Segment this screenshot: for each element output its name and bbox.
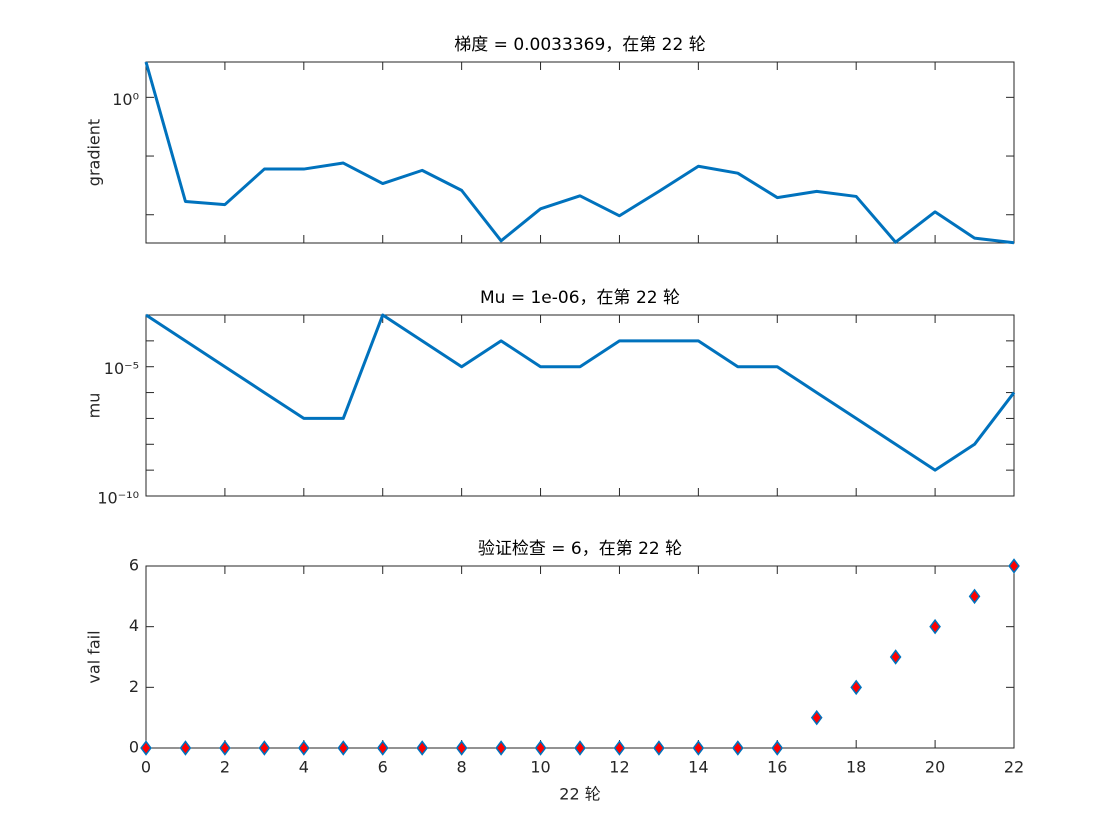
chart-title: 梯度 = 0.0033369，在第 22 轮: [454, 35, 705, 55]
data-point: [337, 740, 350, 756]
x-tick-label: 14: [688, 758, 708, 777]
x-tick-label: 6: [378, 758, 388, 777]
data-point: [495, 740, 507, 756]
x-tick-label: 4: [299, 758, 309, 777]
data-point: [613, 740, 626, 756]
y-tick-label: 2: [129, 677, 139, 696]
data-point: [692, 740, 705, 756]
x-tick-label: 10: [530, 758, 550, 777]
x-tick-label: 16: [767, 758, 787, 777]
axes-box: [145, 565, 1015, 749]
data-point: [732, 740, 744, 756]
chart-title: 验证检查 = 6，在第 22 轮: [478, 539, 682, 559]
data-point: [179, 740, 192, 756]
x-tick-label: 0: [141, 758, 151, 777]
chart-title: Mu = 1e-06，在第 22 轮: [480, 288, 680, 308]
data-point: [219, 740, 231, 756]
y-tick-label: 0: [129, 738, 139, 757]
data-point: [771, 740, 784, 756]
data-point: [534, 740, 547, 756]
data-point: [810, 709, 823, 726]
data-point: [258, 740, 271, 756]
x-tick-label: 22: [1004, 758, 1024, 777]
data-point: [850, 679, 862, 696]
data-point: [140, 740, 152, 756]
x-tick-label: 12: [609, 758, 629, 777]
x-tick-label: 20: [925, 758, 945, 777]
y-axis-label: mu: [85, 393, 104, 419]
data-point: [968, 588, 981, 605]
axes-box: [145, 61, 1015, 244]
y-tick-label: 10⁰: [112, 90, 139, 109]
axes-box: [145, 314, 1015, 497]
data-point: [416, 740, 428, 756]
data-line: [145, 313, 1016, 472]
y-tick-label: 10⁻¹⁰: [97, 489, 139, 508]
data-point: [376, 740, 389, 756]
data-line: [144, 61, 1015, 245]
x-tick-label: 18: [846, 758, 866, 777]
x-axis-label: 22 轮: [559, 785, 600, 804]
data-point: [574, 740, 586, 756]
data-point: [653, 740, 665, 756]
data-point: [1008, 558, 1020, 574]
x-tick-label: 2: [220, 758, 230, 777]
y-axis-label: gradient: [85, 119, 104, 186]
y-tick-label: 10⁻⁵: [104, 359, 139, 378]
data-point: [889, 649, 902, 665]
y-tick-label: 4: [129, 616, 139, 635]
data-point: [298, 740, 310, 756]
y-tick-label: 6: [129, 556, 139, 575]
y-axis-label: val fail: [85, 630, 104, 683]
x-tick-label: 8: [457, 758, 467, 777]
data-point: [455, 740, 468, 756]
data-point: [929, 618, 941, 635]
